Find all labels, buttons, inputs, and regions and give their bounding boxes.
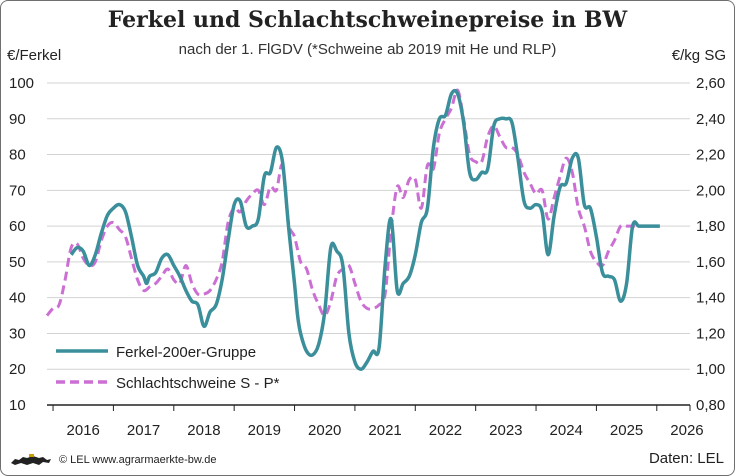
y-right-tick-label: 0,80	[696, 397, 725, 414]
legend-label: Ferkel-200er-Gruppe	[116, 344, 256, 361]
y-left-tick-label: 60	[9, 218, 26, 235]
legend-label: Schlachtschweine S - P*	[116, 375, 280, 392]
x-tick-label: 2025	[610, 422, 643, 439]
lion-logo-icon	[11, 454, 51, 465]
series-line-ferkel	[69, 88, 660, 371]
y-right-tick-label: 2,00	[696, 182, 725, 199]
y-right-tick-label: 2,20	[696, 147, 725, 164]
y-left-tick-label: 80	[9, 147, 26, 164]
y-left-tick-label: 40	[9, 290, 26, 307]
legend-item-ferkel: Ferkel-200er-Gruppe	[56, 344, 256, 361]
y-left-tick-label: 100	[9, 75, 34, 92]
x-tick-label: 2020	[308, 422, 341, 439]
x-tick-label: 2026	[670, 422, 703, 439]
x-tick-label: 2018	[187, 422, 220, 439]
x-tick-label: 2024	[550, 422, 583, 439]
y-left-tick-label: 90	[9, 111, 26, 128]
y-left-tick-label: 30	[9, 325, 26, 342]
x-tick-label: 2016	[67, 422, 100, 439]
y-right-tick-label: 1,40	[696, 290, 725, 307]
legend: Ferkel-200er-Gruppe Schlachtschweine S - …	[56, 344, 280, 392]
y-axis-left-label: €/Ferkel	[7, 47, 62, 64]
y-right-tick-label: 1,20	[696, 325, 725, 342]
series-lines	[45, 88, 660, 371]
y-left-tick-label: 10	[9, 397, 26, 414]
x-tick-label: 2023	[489, 422, 522, 439]
legend-item-schlachtschweine: Schlachtschweine S - P*	[56, 375, 280, 392]
x-tick-label: 2019	[248, 422, 281, 439]
y-axis-right-label: €/kg SG	[671, 47, 726, 64]
x-tick-label: 2022	[429, 422, 462, 439]
y-left-tick-label: 50	[9, 254, 26, 271]
y-right-tick-label: 1,00	[696, 361, 725, 378]
y-right-tick-label: 1,60	[696, 254, 725, 271]
y-left-tick-label: 20	[9, 361, 26, 378]
series-line-schlachtschweine	[45, 88, 660, 318]
axes: 10 20 30 40 50 60 70 80 90 100 0,80 1,00 1,20 1,40 1,6…	[9, 75, 725, 439]
copyright-text: © LEL www.agrarmaerkte-bw.de	[59, 454, 217, 466]
x-tick-label: 2021	[368, 422, 401, 439]
chart-subtitle: nach der 1. FlGDV (*Schweine ab 2019 mit…	[178, 41, 557, 58]
data-source: Daten: LEL	[648, 450, 724, 467]
y-right-tick-label: 1,80	[696, 218, 725, 235]
y-left-tick-label: 70	[9, 182, 26, 199]
footer-copyright: © LEL www.agrarmaerkte-bw.de	[9, 453, 217, 467]
chart-title: Ferkel und Schlachtschweinepreise in BW	[107, 7, 628, 33]
y-right-tick-label: 2,60	[696, 75, 725, 92]
y-right-tick-label: 2,40	[696, 111, 725, 128]
x-tick-label: 2017	[127, 422, 160, 439]
